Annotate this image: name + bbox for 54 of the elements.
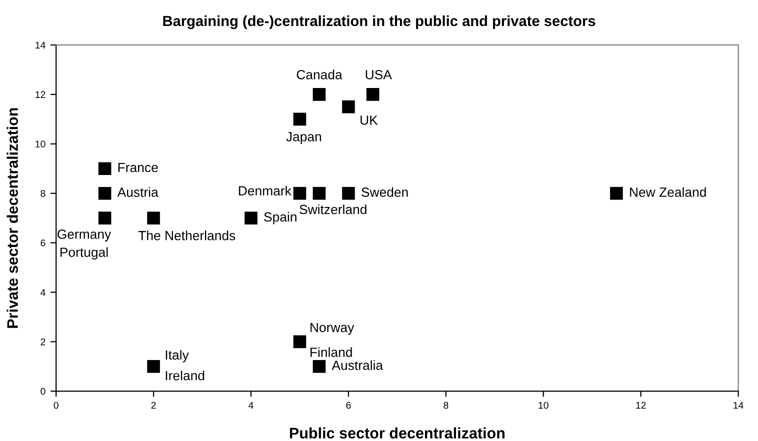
chart-title: Bargaining (de-)centralization in the public and private sectors xyxy=(163,15,596,30)
x-tick-label: 8 xyxy=(444,402,448,409)
point xyxy=(342,100,355,114)
x-tick-label: 10 xyxy=(538,402,548,409)
annotation: Austria xyxy=(117,187,158,197)
point xyxy=(366,88,380,101)
x-tick-label: 4 xyxy=(248,402,254,409)
annotation: UK xyxy=(360,116,378,125)
point xyxy=(342,186,355,200)
annotation: Spain xyxy=(264,212,296,224)
point xyxy=(312,360,326,373)
y-tick-label: 12 xyxy=(36,91,46,98)
point xyxy=(98,162,112,176)
point xyxy=(147,212,160,224)
point xyxy=(610,186,623,200)
y-tick-label: 14 xyxy=(36,42,46,49)
annotation: Germany xyxy=(58,230,112,242)
annotation: Finland xyxy=(310,347,352,357)
y-tick-label: 8 xyxy=(40,190,46,197)
annotation: New Zealand xyxy=(630,187,706,197)
x-tick-label: 12 xyxy=(636,402,646,409)
annotation: The Netherlands xyxy=(138,230,236,240)
annotation: Ireland xyxy=(166,370,204,380)
annotation: France xyxy=(118,162,158,172)
annotation: Italy xyxy=(166,350,189,362)
point xyxy=(293,112,306,126)
point xyxy=(244,212,258,224)
y-tick-label: 10 xyxy=(36,140,46,148)
point xyxy=(98,186,112,200)
point xyxy=(293,186,306,200)
y-tick-label: 4 xyxy=(40,289,46,296)
y-tick-label: 2 xyxy=(40,338,46,346)
point xyxy=(293,335,306,348)
x-tick-label: 2 xyxy=(151,402,156,409)
annotation: Portugal xyxy=(60,247,108,260)
y-tick-label: 0 xyxy=(40,388,46,395)
y-axis-title: Private sector decentralization xyxy=(6,108,18,328)
annotation: USA xyxy=(366,70,392,80)
x-tick-label: 14 xyxy=(734,402,744,409)
y-tick-label: 6 xyxy=(40,240,46,246)
annotation: Switzerland xyxy=(300,204,366,214)
annotation: Denmark xyxy=(238,186,292,196)
x-tick-label: 0 xyxy=(54,402,58,409)
annotation: Norway xyxy=(310,322,354,335)
x-tick-label: 6 xyxy=(346,402,351,409)
point xyxy=(312,88,326,101)
x-axis-title: Public sector decentralization xyxy=(290,427,504,439)
point xyxy=(98,212,112,224)
annotation: Australia xyxy=(332,360,384,370)
annotation: Sweden xyxy=(362,187,408,197)
annotation: Canada xyxy=(296,70,342,80)
annotation: Japan xyxy=(286,132,322,144)
point xyxy=(312,186,326,200)
point xyxy=(147,360,160,373)
